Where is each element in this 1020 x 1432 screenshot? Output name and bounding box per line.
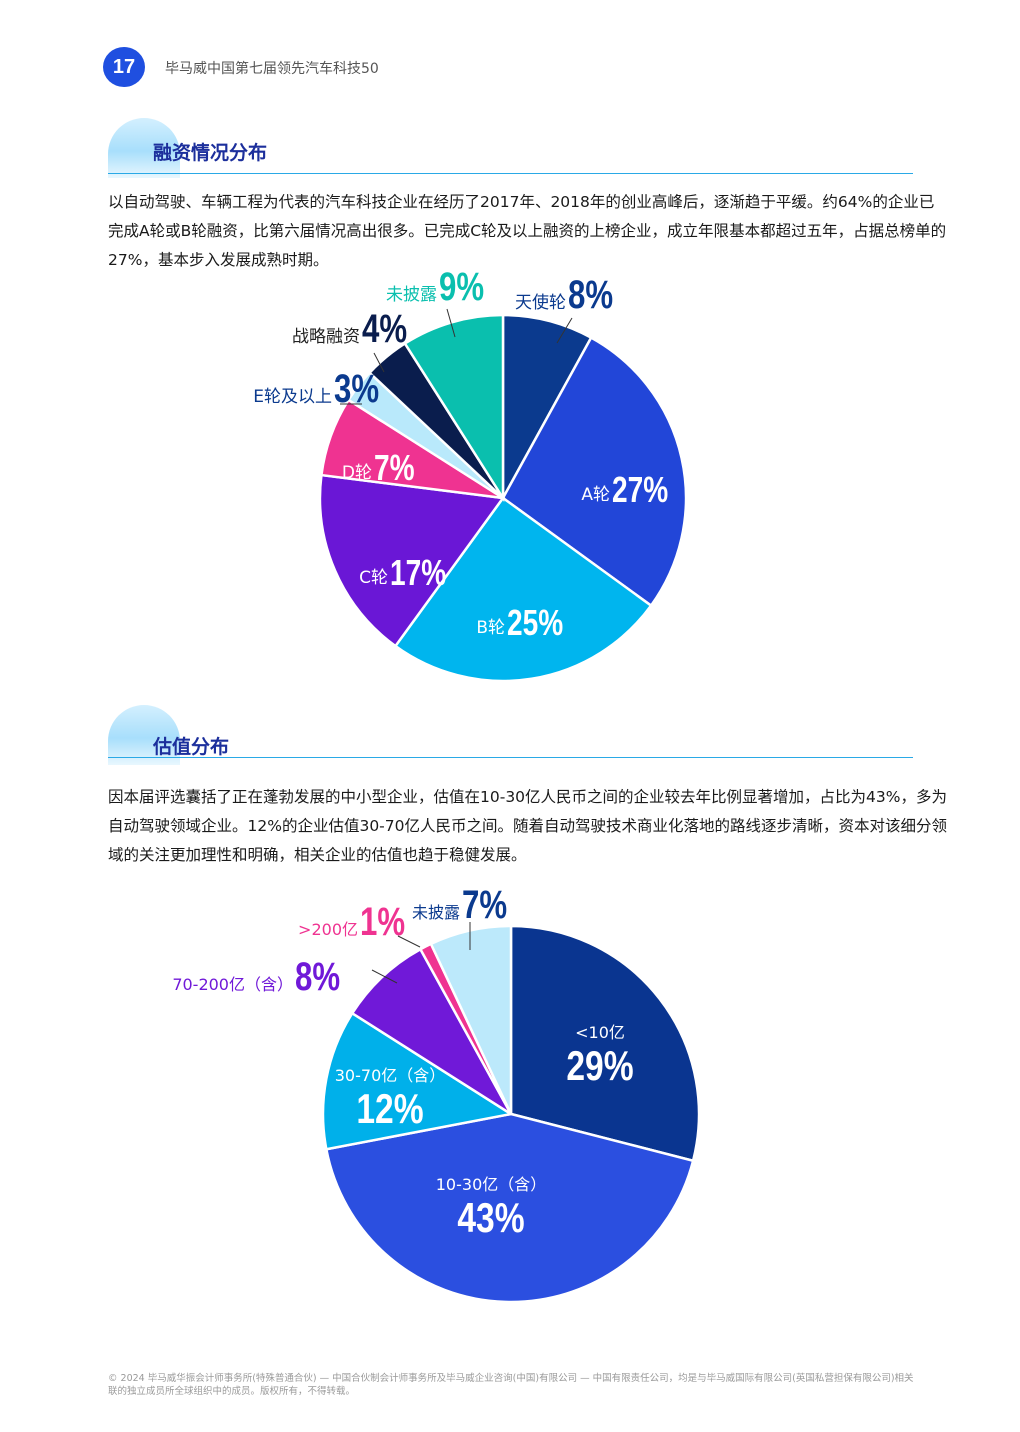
section-title-financing: 融资情况分布 [153,142,268,164]
leader-line [397,935,421,948]
slice-label: B轮 [476,618,505,638]
pie-slice [501,335,688,608]
page-number-badge: 17 [103,47,145,87]
slice-value: 4% [362,306,407,351]
section-title-valuation: 估值分布 [153,736,230,758]
financing-paragraph: 以自动驾驶、车辆工程为代表的汽车科技企业在经历了2017年、2018年的创业高峰… [108,193,947,269]
slice-label: >200亿 [298,920,358,939]
running-title: 毕马威中国第七届领先汽车科技50 [165,61,379,77]
slice-label: D轮 [342,463,372,483]
section-decoration [108,118,180,178]
slice-value: 3% [334,366,379,411]
pie-slice [318,473,506,648]
footer-copyright: © 2024 毕马威华振会计师事务所(特殊普通合伙) — 中国合伙制会计师事务所… [108,1373,914,1397]
pie-slice [403,313,505,503]
leader-line [446,308,456,338]
leader-line [371,969,398,984]
slice-value: 9% [439,264,484,309]
pie-slice [509,924,701,1163]
pie-slice [350,947,513,1116]
slice-value: 8% [568,272,613,317]
slice-label: 未披露 [412,903,460,922]
section-decoration [108,705,180,765]
slice-value: 25% [507,603,563,643]
slice-label: C轮 [359,568,388,588]
slice-label: 天使轮 [515,292,566,313]
section-divider [108,173,913,174]
slice-value: 8% [295,954,340,999]
slice-label: A轮 [581,485,610,505]
slice-label: E轮及以上 [253,387,332,407]
pie-slice [393,496,653,683]
slice-value: 17% [390,553,446,593]
slice-value: 12% [356,1087,423,1133]
slice-label: <10亿 [575,1023,625,1042]
slice-label: 未披露 [386,285,437,305]
slice-label: 70-200亿（含） [172,975,293,994]
slice-value: 7% [374,448,415,488]
slice-label: 10-30亿（含） [436,1175,547,1194]
valuation-paragraph: 因本届评选囊括了正在蓬勃发展的中小型企业，估值在10-30亿人民币之间的企业较去… [108,788,947,864]
pie-slice [324,1112,695,1304]
leader-line [373,352,385,373]
leader-line [556,317,573,344]
slice-value: 27% [612,470,668,510]
slice-value: 1% [360,899,405,944]
pie-slice [501,313,593,499]
slice-label: 30-70亿（含） [335,1066,446,1085]
slice-value: 29% [566,1044,633,1090]
slice-value: 43% [457,1196,524,1242]
section-divider [108,757,913,758]
slice-value: 7% [462,882,507,927]
slice-label: 战略融资 [292,327,360,347]
pie-slice [321,1011,515,1151]
